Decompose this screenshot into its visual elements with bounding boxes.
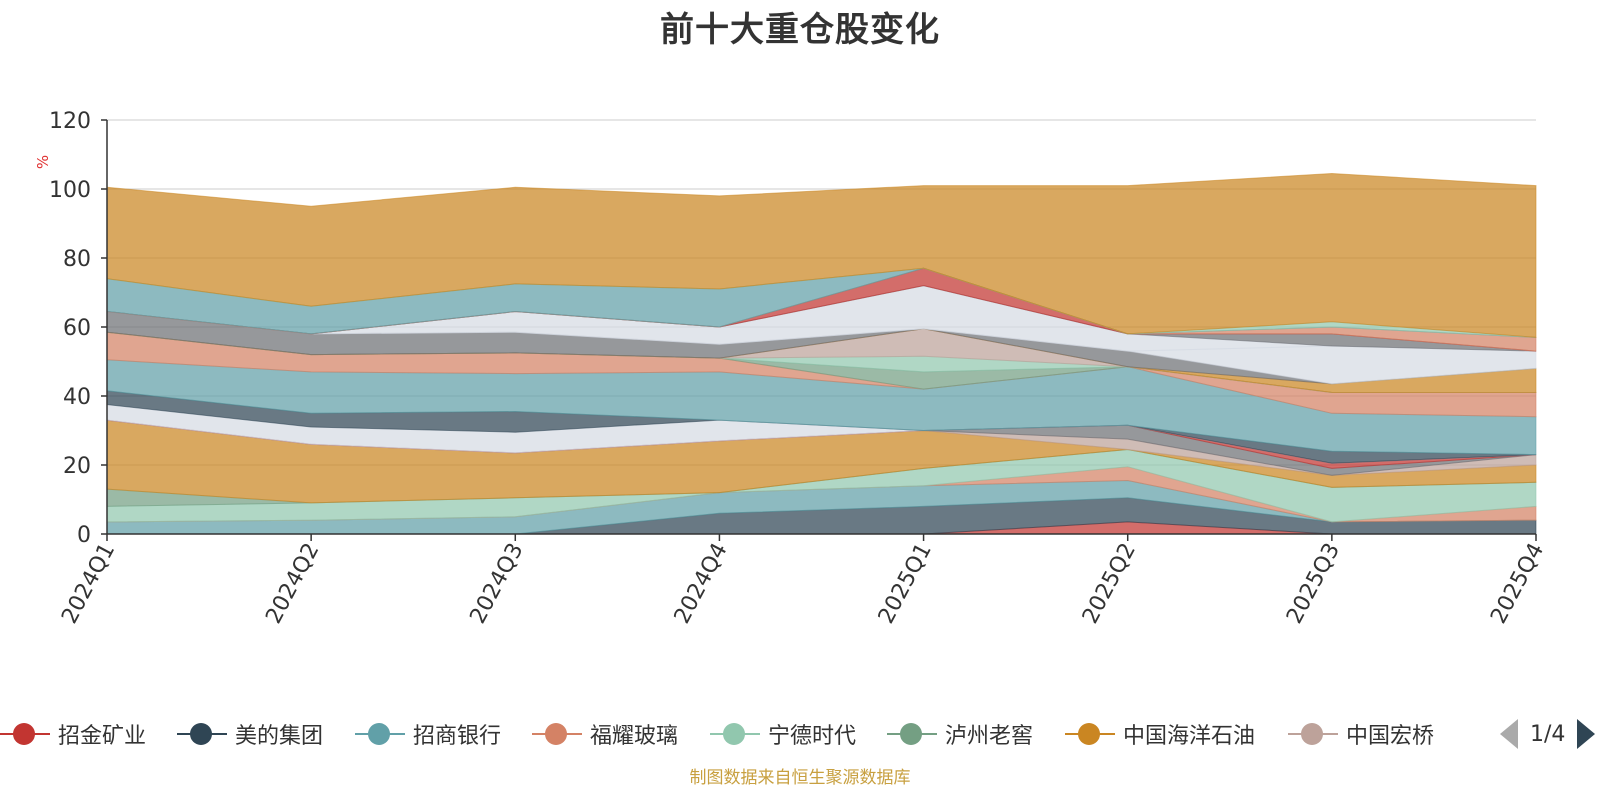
y-tick-label: 0 — [77, 523, 91, 548]
legend-marker-icon — [177, 721, 227, 747]
x-tick-label: 2025Q1 — [874, 539, 937, 628]
legend-marker-icon — [710, 721, 760, 747]
x-tick-label: 2024Q1 — [57, 539, 120, 628]
y-tick-label: 80 — [63, 247, 91, 272]
legend-marker-icon — [0, 721, 50, 747]
x-tick-label: 2025Q4 — [1486, 539, 1549, 628]
legend-pager: 1/4 — [1500, 716, 1596, 752]
y-tick-label: 60 — [63, 316, 91, 341]
legend-label: 中国海洋石油 — [1123, 724, 1256, 749]
legend-next-page-icon[interactable] — [1577, 719, 1596, 749]
legend-label: 招商银行 — [413, 724, 502, 749]
y-tick-label: 120 — [49, 109, 91, 134]
area-series-group — [106, 172, 1537, 535]
area-series — [106, 172, 1537, 338]
legend-label: 中国宏桥 — [1346, 724, 1435, 749]
legend-label: 招金矿业 — [58, 724, 147, 749]
y-axis-label: % — [34, 155, 52, 169]
y-tick-label: 40 — [63, 385, 91, 410]
data-source-note: 制图数据来自恒生聚源数据库 — [689, 768, 911, 788]
legend-page-indicator: 1/4 — [1530, 721, 1566, 747]
legend-prev-page-icon[interactable] — [1500, 719, 1518, 749]
legend-item[interactable]: 宁德时代 — [710, 716, 856, 752]
legend-item[interactable]: 中国宏桥 — [1288, 716, 1434, 752]
legend-label: 宁德时代 — [768, 724, 857, 749]
legend-item[interactable]: 中国海洋石油 — [1065, 716, 1255, 752]
legend-item[interactable]: 招商银行 — [355, 716, 501, 752]
chart-title: 前十大重仓股变化 — [660, 10, 940, 50]
legend-item[interactable]: 福耀玻璃 — [532, 716, 678, 752]
x-tick-label: 2024Q3 — [466, 539, 529, 628]
legend: 招金矿业 美的集团 招商银行 福耀玻璃 宁德时代 泸州老窖 中国海洋石油 中国宏桥 — [0, 716, 1600, 752]
legend-item[interactable]: 美的集团 — [177, 716, 323, 752]
x-tick-label: 2025Q2 — [1078, 539, 1141, 628]
y-tick-label: 20 — [63, 454, 91, 479]
y-tick-label: 100 — [49, 178, 91, 203]
legend-marker-icon — [532, 721, 582, 747]
x-tick-label: 2024Q4 — [670, 539, 733, 628]
legend-marker-icon — [1288, 721, 1338, 747]
stacked-area-chart: 0 20 40 60 80 100 120 2024Q1 2024Q2 2024Q3 2024Q4 2… — [34, 109, 1549, 628]
legend-marker-icon — [355, 721, 405, 747]
legend-label: 福耀玻璃 — [590, 724, 679, 749]
legend-item[interactable]: 招金矿业 — [0, 716, 146, 752]
x-tick-label: 2024Q2 — [261, 539, 324, 628]
legend-marker-icon — [1065, 721, 1115, 747]
legend-label: 美的集团 — [235, 724, 324, 749]
legend-item[interactable]: 泸州老窖 — [887, 716, 1033, 752]
x-tick-label: 2025Q3 — [1282, 539, 1345, 628]
legend-marker-icon — [887, 721, 937, 747]
legend-label: 泸州老窖 — [945, 724, 1034, 749]
